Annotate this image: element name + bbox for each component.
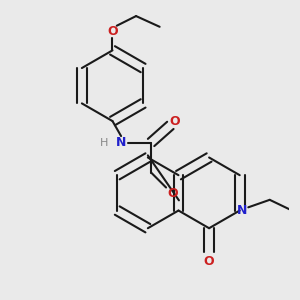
Text: H: H [100,137,108,148]
Text: N: N [116,136,126,149]
Text: O: O [204,255,214,268]
Text: O: O [169,115,180,128]
Text: O: O [167,188,178,200]
Text: O: O [107,25,118,38]
Text: N: N [237,204,247,217]
